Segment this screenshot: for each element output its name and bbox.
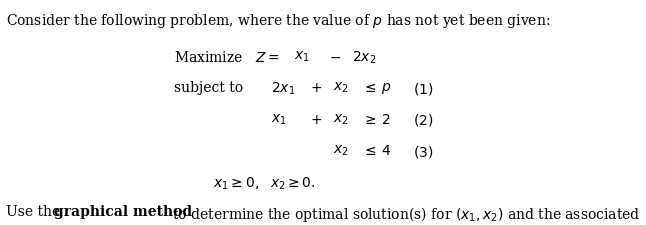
Text: $x_1$: $x_1$: [271, 112, 287, 127]
Text: $p$: $p$: [381, 81, 391, 96]
Text: $-$: $-$: [329, 50, 342, 63]
Text: $\leq$: $\leq$: [362, 144, 377, 158]
Text: $x_1$: $x_1$: [294, 50, 309, 64]
Text: $2x_2$: $2x_2$: [352, 50, 377, 66]
Text: Use the: Use the: [6, 205, 65, 219]
Text: $x_1 \geq 0,\ \ x_2 \geq 0.$: $x_1 \geq 0,\ \ x_2 \geq 0.$: [213, 176, 316, 192]
Text: $\leq$: $\leq$: [362, 81, 377, 95]
Text: $+$: $+$: [310, 112, 322, 126]
Text: $+$: $+$: [310, 81, 322, 95]
Text: $2$: $2$: [381, 112, 391, 126]
Text: Maximize   $Z =$: Maximize $Z =$: [174, 50, 280, 65]
Text: $x_2$: $x_2$: [333, 112, 348, 127]
Text: graphical method: graphical method: [54, 205, 192, 219]
Text: subject to: subject to: [174, 81, 244, 95]
Text: to determine the optimal solution(s) for $(x_1, x_2)$ and the associated: to determine the optimal solution(s) for…: [168, 205, 640, 224]
Text: $4$: $4$: [381, 144, 391, 158]
Text: Consider the following problem, where the value of $p$ has not yet been given:: Consider the following problem, where th…: [6, 12, 551, 30]
Text: $x_2$: $x_2$: [333, 81, 348, 95]
Text: $(3)$: $(3)$: [413, 144, 434, 160]
Text: $(1)$: $(1)$: [413, 81, 434, 97]
Text: $\geq$: $\geq$: [362, 112, 377, 126]
Text: $(2)$: $(2)$: [413, 112, 434, 128]
Text: $2x_1$: $2x_1$: [271, 81, 296, 97]
Text: $x_2$: $x_2$: [333, 144, 348, 158]
